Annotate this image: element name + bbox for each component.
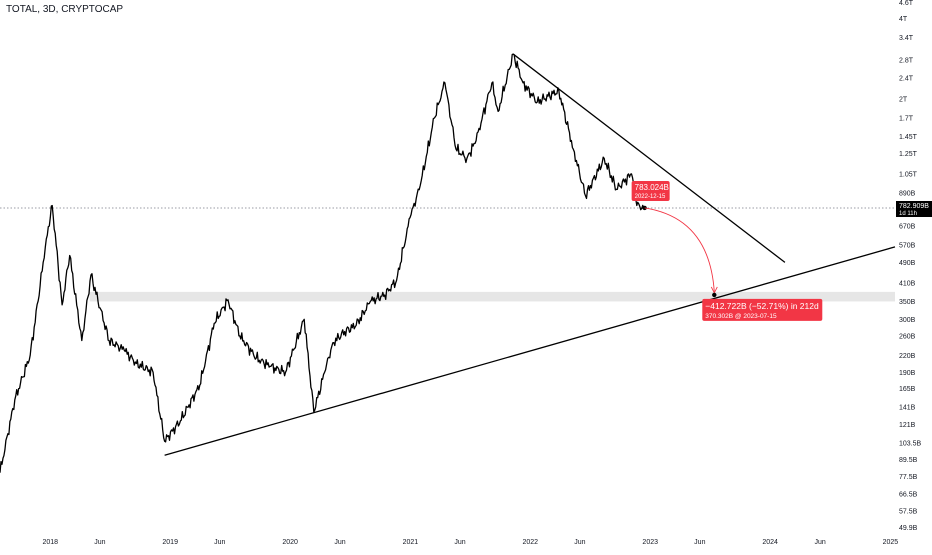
x-tick-label: 2018 [42,539,58,546]
projection-target-dot [712,292,717,298]
y-tick-label: 103.5B [899,440,922,447]
x-tick-label: Jun [94,539,105,546]
projection-arrow-path [644,207,715,292]
y-tick-label: 220B [899,353,916,360]
projection-label-change: −412.722B (−52.71%) in 212d [705,301,819,311]
x-tick-label: 2023 [642,539,658,546]
x-tick-label: Jun [454,539,465,546]
x-tick-label: Jun [334,539,345,546]
start-label-date: 2022-12-15 [635,194,666,200]
x-tick-label: 2022 [523,539,539,546]
y-tick-label: 3.4T [899,35,914,42]
y-tick-label: 190B [899,370,916,377]
start-label-box [631,180,670,201]
y-tick-label: 2T [899,97,908,104]
y-tick-label: 260B [899,333,916,340]
y-tick-label: 1.45T [899,134,918,141]
chart-title: TOTAL, 3D, CRYPTOCAP [6,4,124,15]
resistance-trendline [512,53,786,263]
start-label-value: 783.024B [635,183,669,192]
y-tick-label: 670B [899,224,916,231]
current-price-tag [896,201,932,218]
y-tick-label: 890B [899,191,916,198]
x-tick-label: 2024 [762,539,778,546]
y-tick-label: 1.05T [899,171,918,178]
y-tick-label: 350B [899,299,916,306]
current-price-label: 782.909B [899,203,929,210]
y-tick-label: 57.5B [899,509,918,516]
y-tick-label: 77.5B [899,474,918,481]
x-tick-label: Jun [574,539,585,546]
y-tick-label: 66.5B [899,492,918,499]
y-tick-label: 410B [899,281,916,288]
x-tick-label: 2019 [162,539,178,546]
x-tick-label: Jun [214,539,225,546]
y-tick-label: 49.9B [899,525,918,532]
horizontal-zone [89,291,895,302]
y-tick-label: 1.7T [899,116,914,123]
y-tick-label: 2.8T [899,58,914,65]
y-tick-label: 1.25T [899,151,918,158]
projection-label-box [702,298,823,321]
projection-label-target: 370.302B @ 2023-07-15 [705,313,777,320]
y-tick-label: 121B [899,422,916,429]
y-tick-label: 4.6T [899,0,914,7]
y-tick-label: 300B [899,317,916,324]
x-tick-label: 2020 [282,539,298,546]
y-tick-label: 2.4T [899,75,914,82]
x-tick-label: 2021 [403,539,419,546]
y-tick-label: 165B [899,386,916,393]
x-tick-label: Jun [694,539,705,546]
y-tick-label: 89.5B [899,457,918,464]
y-tick-label: 141B [899,404,916,411]
x-tick-label: Jun [814,539,825,546]
price-series-line [0,53,645,473]
current-price-countdown: 1d 11h [899,211,917,217]
y-tick-label: 4T [899,16,908,23]
x-tick-label: 2025 [883,539,899,546]
y-tick-label: 570B [899,242,916,249]
y-tick-label: 490B [899,260,916,267]
support-trendline [164,246,896,456]
